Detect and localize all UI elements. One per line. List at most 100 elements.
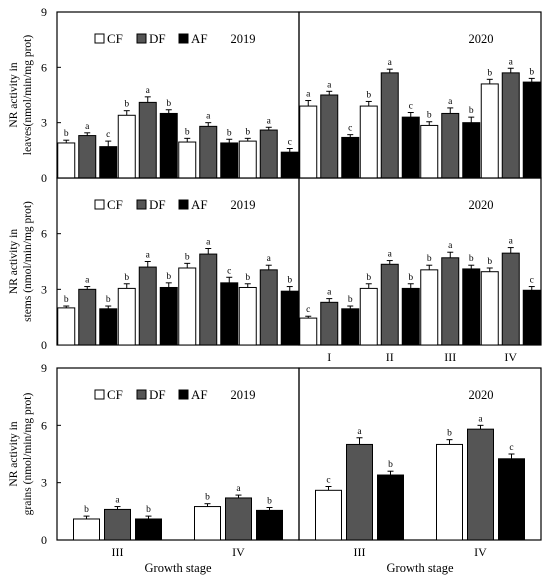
legend-label: DF [149,31,166,46]
bar-cf [194,506,221,541]
significance-letter: b [64,295,69,305]
bar-af [280,151,299,179]
y-tick-label: 9 [41,5,47,19]
y-axis-label: grains (nmol/min/mg prot) [22,393,34,516]
x-tick-label: III [112,545,124,559]
significance-letter: c [227,266,231,276]
significance-letter: b [124,100,129,110]
significance-letter: a [327,80,332,90]
significance-letter: b [287,276,292,286]
bar-df [441,257,460,346]
significance-letter: b [529,67,534,77]
bar-df [380,263,399,346]
y-axis-label: leaves(nmol/min/mg prot) [22,35,34,156]
bar-df [259,129,278,179]
bar-cf [117,287,136,346]
significance-letter: b [166,99,171,109]
panel-year-label: 2019 [231,388,256,402]
y-axis-label: NR activity in [8,229,20,294]
legend-swatch-cf [94,389,105,400]
y-axis-label: stems (nmol/min/mg prot) [22,201,34,322]
panel-year-label: 2020 [469,198,494,212]
significance-letter: b [106,295,111,305]
significance-letter: c [326,475,330,485]
significance-letter: b [146,505,151,515]
significance-letter: c [409,102,413,112]
significance-letter: a [146,251,151,261]
y-tick-label: 3 [41,282,47,296]
bar-af [159,286,178,346]
bar-af [401,116,420,179]
significance-letter: b [185,252,190,262]
y-tick-label: 3 [41,476,47,490]
legend-swatch-cf [94,199,105,210]
significance-letter: c [288,137,292,147]
y-tick-label: 3 [41,116,47,130]
significance-letter: a [478,414,483,424]
bar-df [78,135,97,179]
significance-letter: b [205,493,210,503]
bar-af [159,112,178,179]
bar-cf [57,307,76,346]
bar-cf [238,286,257,346]
significance-letter: a [509,57,514,67]
significance-letter: c [306,305,310,315]
significance-letter: a [115,496,120,506]
significance-letter: b [124,273,129,283]
significance-letter: b [366,273,371,283]
bar-df [501,72,520,179]
x-tick-label: IV [504,350,517,364]
legend-swatch-df [136,199,147,210]
x-tick-label: I [327,350,331,364]
significance-letter: b [245,127,250,137]
x-tick-label: IV [232,545,245,559]
bar-cf [117,114,136,179]
significance-letter: b [185,127,190,137]
significance-letter: a [206,112,211,122]
x-tick-label: III [354,545,366,559]
bar-af [99,308,118,346]
significance-letter: a [85,276,90,286]
significance-letter: b [469,106,474,116]
significance-letter: b [348,295,353,305]
bar-df [467,428,494,541]
bar-cf [436,443,463,541]
bar-cf [73,518,100,541]
bar-cf [480,83,499,179]
x-tick-label: IV [474,545,487,559]
bar-df [259,269,278,346]
bar-cf [57,142,76,179]
bar-af [341,136,360,179]
y-tick-label: 0 [41,533,47,547]
significance-letter: a [388,58,393,68]
y-tick-label: 0 [41,338,47,352]
legend-label: CF [107,197,123,212]
legend-swatch-af [178,389,189,400]
bar-af [341,308,360,346]
significance-letter: a [85,122,90,132]
significance-letter: b [427,111,432,121]
bar-cf [178,267,197,346]
legend-label: CF [107,31,123,46]
panel-frame [298,367,542,541]
significance-letter: b [245,273,250,283]
legend-label: AF [191,387,208,402]
significance-letter: b [166,272,171,282]
bar-af [401,287,420,346]
legend-swatch-df [136,389,147,400]
bar-cf [315,489,342,541]
x-axis-title: Growth stage [145,561,212,575]
bar-df [138,101,157,179]
significance-letter: b [267,497,272,507]
significance-letter: b [487,257,492,267]
bar-cf [299,317,318,346]
significance-letter: b [447,429,452,439]
bar-af [256,509,283,541]
bar-cf [299,105,318,179]
bar-af [280,290,299,346]
bar-df [78,288,97,346]
bar-cf [420,269,439,346]
significance-letter: a [327,288,332,298]
bar-cf [359,287,378,346]
panel-year-label: 2019 [231,32,256,46]
